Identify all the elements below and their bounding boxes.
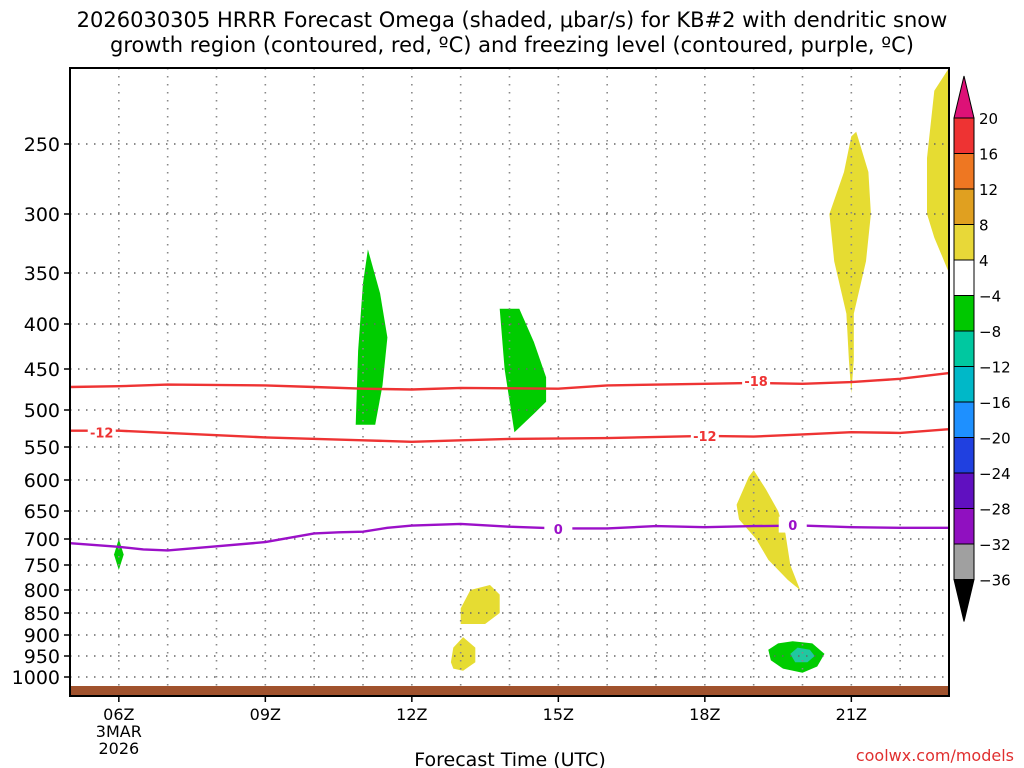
colorbar-label-5: −4 xyxy=(979,288,1001,306)
colorbar-label-4: 4 xyxy=(979,252,989,270)
minus12-line xyxy=(70,428,950,443)
x-tick-label-21Z: 21Z xyxy=(836,705,867,724)
x-tick-label-18Z: 18Z xyxy=(689,705,720,724)
green-cell-14z xyxy=(499,308,547,433)
y-tick-label-700: 700 xyxy=(24,529,60,551)
y-tick-label-550: 550 xyxy=(24,437,60,459)
terrain-ground xyxy=(70,686,949,696)
y-tick-label-400: 400 xyxy=(24,314,60,336)
colorbar-label-12: −32 xyxy=(979,536,1011,554)
colorbar: 20 16 12 8 4 −4 −8 −12 −16 −20 −24 −28 −32 −36 xyxy=(953,75,1011,622)
chart-title-line2: growth region (contoured, red, ºC) and f… xyxy=(110,33,914,57)
y-tick-label-1000: 1000 xyxy=(12,667,60,689)
x-tick-label-12Z: 12Z xyxy=(396,705,427,724)
minus12-line-label-bg xyxy=(87,423,116,440)
freezing-line-label-1: 0 xyxy=(554,523,563,538)
colorbar-label-10: −24 xyxy=(979,465,1011,483)
y-tick-label-450: 450 xyxy=(24,359,60,381)
colorbar-label-9: −20 xyxy=(979,430,1011,448)
colorbar-box-9 xyxy=(953,401,975,438)
x-tick-label-09Z: 09Z xyxy=(250,705,281,724)
yellow-cell-23z xyxy=(927,68,949,273)
colorbar-box-2 xyxy=(953,153,975,190)
minus18-line xyxy=(69,371,950,391)
y-tick-label-300: 300 xyxy=(24,204,60,226)
colorbar-box-6 xyxy=(953,295,975,332)
minus12-line-label-1: -12 xyxy=(90,426,114,441)
colorbar-box-13 xyxy=(953,543,975,580)
freezing-line-label-2: 0 xyxy=(788,519,797,534)
colorbar-box-12 xyxy=(953,508,975,545)
colorbar-box-10 xyxy=(953,437,975,474)
minus12-line-label-bg xyxy=(690,427,719,444)
minus18-line-label-1: -18 xyxy=(744,375,768,390)
chart-title-line1: 2026030305 HRRR Forecast Omega (shaded, … xyxy=(76,8,948,32)
freezing-line-label-bg xyxy=(778,516,807,533)
omega-shaded-regions xyxy=(114,68,949,673)
minus12-line-label-2: -12 xyxy=(693,430,717,445)
colorbar-box-1 xyxy=(953,117,975,154)
colorbar-bottom-arrow xyxy=(953,579,975,622)
colorbar-box-11 xyxy=(953,472,975,509)
x-tick-sublabel-2: 2026 xyxy=(98,739,139,758)
y-tick-label-500: 500 xyxy=(24,400,60,422)
colorbar-label-11: −28 xyxy=(979,501,1011,519)
colorbar-label-13: −36 xyxy=(979,572,1011,590)
yellow-cell-13z-low xyxy=(460,585,500,624)
yellow-cell-19z xyxy=(736,470,801,590)
credit-label: coolwx.com/models xyxy=(855,746,1014,765)
y-tick-label-850: 850 xyxy=(24,603,60,625)
freezing-line xyxy=(69,522,949,552)
x-axis-title: Forecast Time (UTC) xyxy=(414,749,605,768)
x-tick-label-15Z: 15Z xyxy=(543,705,574,724)
minus18-line-label-bg xyxy=(742,372,771,389)
x-tick-sublabel-1: 3MAR xyxy=(96,722,142,741)
colorbar-label-6: −8 xyxy=(979,323,1001,341)
green-cell-11z xyxy=(355,249,388,425)
colorbar-label-3: 8 xyxy=(979,217,989,235)
colorbar-label-0: 20 xyxy=(979,110,998,128)
y-tick-label-750: 750 xyxy=(24,555,60,577)
y-tick-label-600: 600 xyxy=(24,470,60,492)
freezing-line-label-bg xyxy=(544,520,573,537)
plot-frame xyxy=(69,67,950,697)
terrain-bar xyxy=(70,686,949,696)
colorbar-label-1: 16 xyxy=(979,146,998,164)
colorbar-label-8: −16 xyxy=(979,394,1011,412)
grid-lines xyxy=(70,68,949,696)
yellow-cell-21z xyxy=(829,131,871,394)
colorbar-box-4 xyxy=(953,224,975,261)
y-tick-label-650: 650 xyxy=(24,501,60,523)
x-tick-label-06Z: 06Z xyxy=(103,705,134,724)
y-axis: 2503003504004505005506006507007508008509… xyxy=(12,134,70,689)
yellow-cell-13z-sfc xyxy=(450,637,476,671)
colorbar-box-7 xyxy=(953,330,975,367)
colorbar-label-2: 12 xyxy=(979,181,998,199)
colorbar-box-8 xyxy=(953,366,975,403)
colorbar-top-arrow xyxy=(953,75,975,119)
y-tick-label-800: 800 xyxy=(24,580,60,602)
y-tick-label-900: 900 xyxy=(24,625,60,647)
y-tick-label-350: 350 xyxy=(24,263,60,285)
y-tick-label-250: 250 xyxy=(24,134,60,156)
y-tick-label-950: 950 xyxy=(24,646,60,668)
colorbar-label-7: −12 xyxy=(979,359,1011,377)
colorbar-box-5 xyxy=(953,259,975,296)
colorbar-box-3 xyxy=(953,188,975,225)
contour-lines: -18 -12 -12 0 0 xyxy=(69,371,950,552)
teal-core-20z xyxy=(790,647,815,663)
